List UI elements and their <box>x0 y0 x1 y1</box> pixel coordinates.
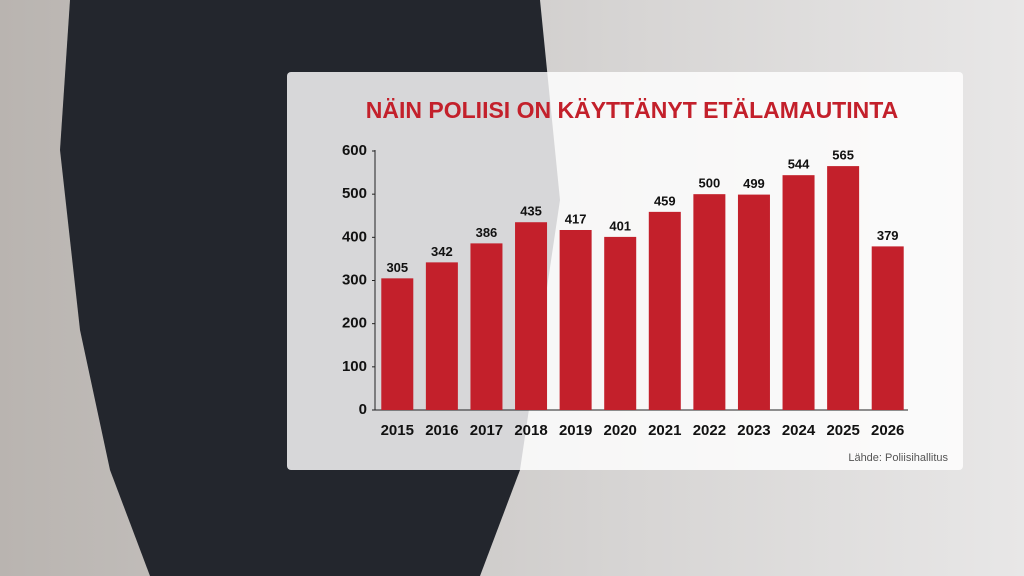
bar <box>515 222 548 410</box>
bar <box>381 278 414 410</box>
value-label: 305 <box>386 260 408 275</box>
value-label: 342 <box>431 244 453 259</box>
x-tick-label: 2018 <box>514 422 547 439</box>
value-label: 544 <box>788 157 810 172</box>
bar <box>470 243 503 410</box>
x-tick-label: 2015 <box>381 422 414 439</box>
value-label: 401 <box>609 218 631 233</box>
bar <box>782 175 815 410</box>
y-tick-label: 0 <box>359 401 367 418</box>
x-tick-label: 2024 <box>782 422 816 439</box>
bar <box>559 229 592 410</box>
y-tick-label: 100 <box>342 358 367 375</box>
x-tick-label: 2022 <box>693 422 726 439</box>
bar <box>425 262 458 410</box>
y-tick-label: 200 <box>342 315 367 332</box>
x-tick-label: 2026 <box>871 422 904 439</box>
value-label: 386 <box>476 225 498 240</box>
bar <box>693 194 726 410</box>
value-label: 459 <box>654 193 676 208</box>
bar <box>871 246 904 410</box>
value-label: 500 <box>699 176 721 191</box>
y-tick-label: 400 <box>342 228 367 245</box>
x-tick-label: 2016 <box>425 422 458 439</box>
value-label: 417 <box>565 211 587 226</box>
x-tick-label: 2017 <box>470 422 503 439</box>
bar <box>827 166 860 410</box>
bar <box>604 236 637 410</box>
y-tick-label: 600 <box>342 142 367 159</box>
value-label: 435 <box>520 204 542 219</box>
value-label: 379 <box>877 228 899 243</box>
value-label: 499 <box>743 176 765 191</box>
bar <box>648 211 681 410</box>
x-tick-label: 2021 <box>648 422 681 439</box>
x-tick-label: 2023 <box>737 422 770 439</box>
chart-title: NÄIN POLIISI ON KÄYTTÄNYT ETÄLAMAUTINTA <box>366 97 898 123</box>
y-tick-label: 500 <box>342 185 367 202</box>
value-label: 565 <box>832 148 854 163</box>
bar <box>737 194 770 410</box>
x-tick-label: 2019 <box>559 422 592 439</box>
y-tick-label: 300 <box>342 271 367 288</box>
x-tick-label: 2020 <box>604 422 637 439</box>
x-tick-label: 2025 <box>826 422 859 439</box>
source: Lähde: Poliisihallitus <box>848 452 948 464</box>
